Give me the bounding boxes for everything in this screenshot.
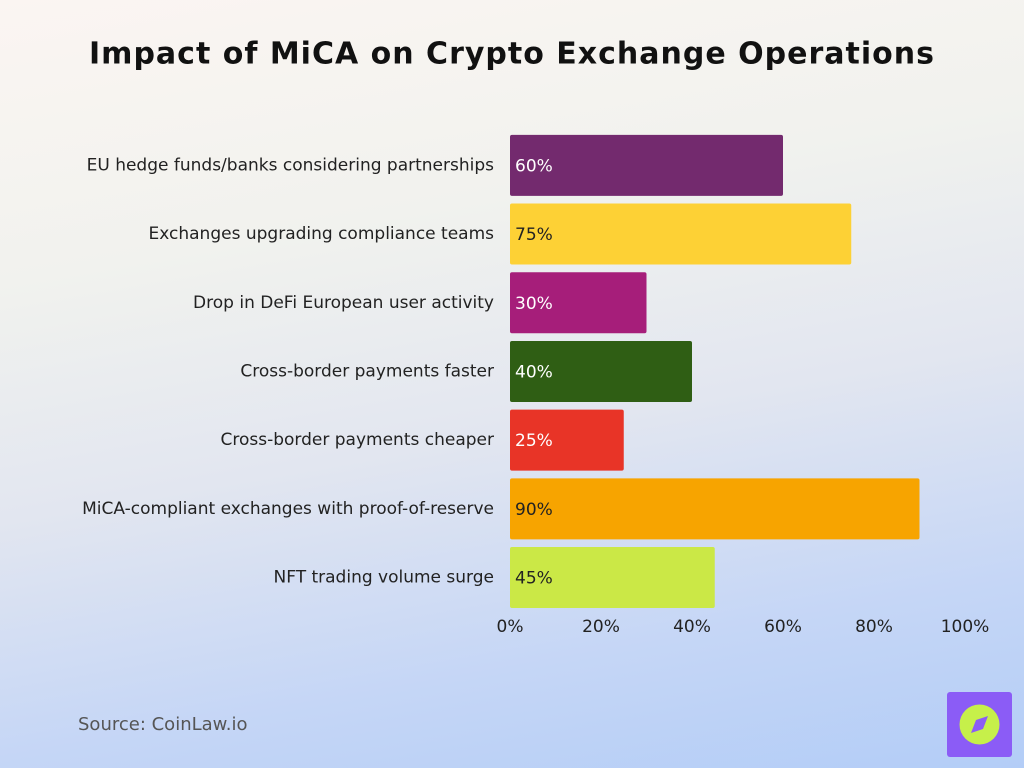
bar	[510, 340, 692, 402]
y-tick-label: Drop in DeFi European user activity	[193, 293, 494, 313]
value-label: 25%	[515, 431, 553, 451]
y-tick-label: Cross-border payments cheaper	[221, 430, 495, 450]
value-label: 30%	[515, 294, 553, 314]
value-label: 40%	[515, 362, 553, 382]
bar	[510, 478, 920, 540]
y-tick-label: NFT trading volume surge	[274, 568, 495, 588]
x-tick-label: 20%	[582, 617, 620, 637]
bar	[510, 272, 647, 334]
y-tick-label: Exchanges upgrading compliance teams	[149, 224, 495, 244]
y-tick-label: MiCA-compliant exchanges with proof-of-r…	[82, 499, 494, 519]
source: Source: CoinLaw.io	[78, 714, 247, 735]
x-tick-label: 0%	[497, 617, 524, 637]
bar	[510, 547, 715, 609]
y-tick-label: EU hedge funds/banks considering partner…	[87, 155, 495, 175]
bar	[510, 409, 624, 471]
y-tick-label: Cross-border payments faster	[240, 361, 494, 381]
x-tick-label: 60%	[764, 617, 802, 637]
value-label: 60%	[515, 156, 553, 176]
x-tick-label: 80%	[855, 617, 893, 637]
bar	[510, 203, 852, 265]
x-tick-label: 40%	[673, 617, 711, 637]
value-label: 45%	[515, 569, 553, 589]
value-label: 90%	[515, 500, 553, 520]
value-label: 75%	[515, 225, 553, 245]
logo	[947, 692, 1012, 757]
chart-title: Impact of MiCA on Crypto Exchange Operat…	[89, 37, 935, 72]
x-tick-label: 100%	[941, 617, 990, 637]
bar	[510, 134, 783, 196]
